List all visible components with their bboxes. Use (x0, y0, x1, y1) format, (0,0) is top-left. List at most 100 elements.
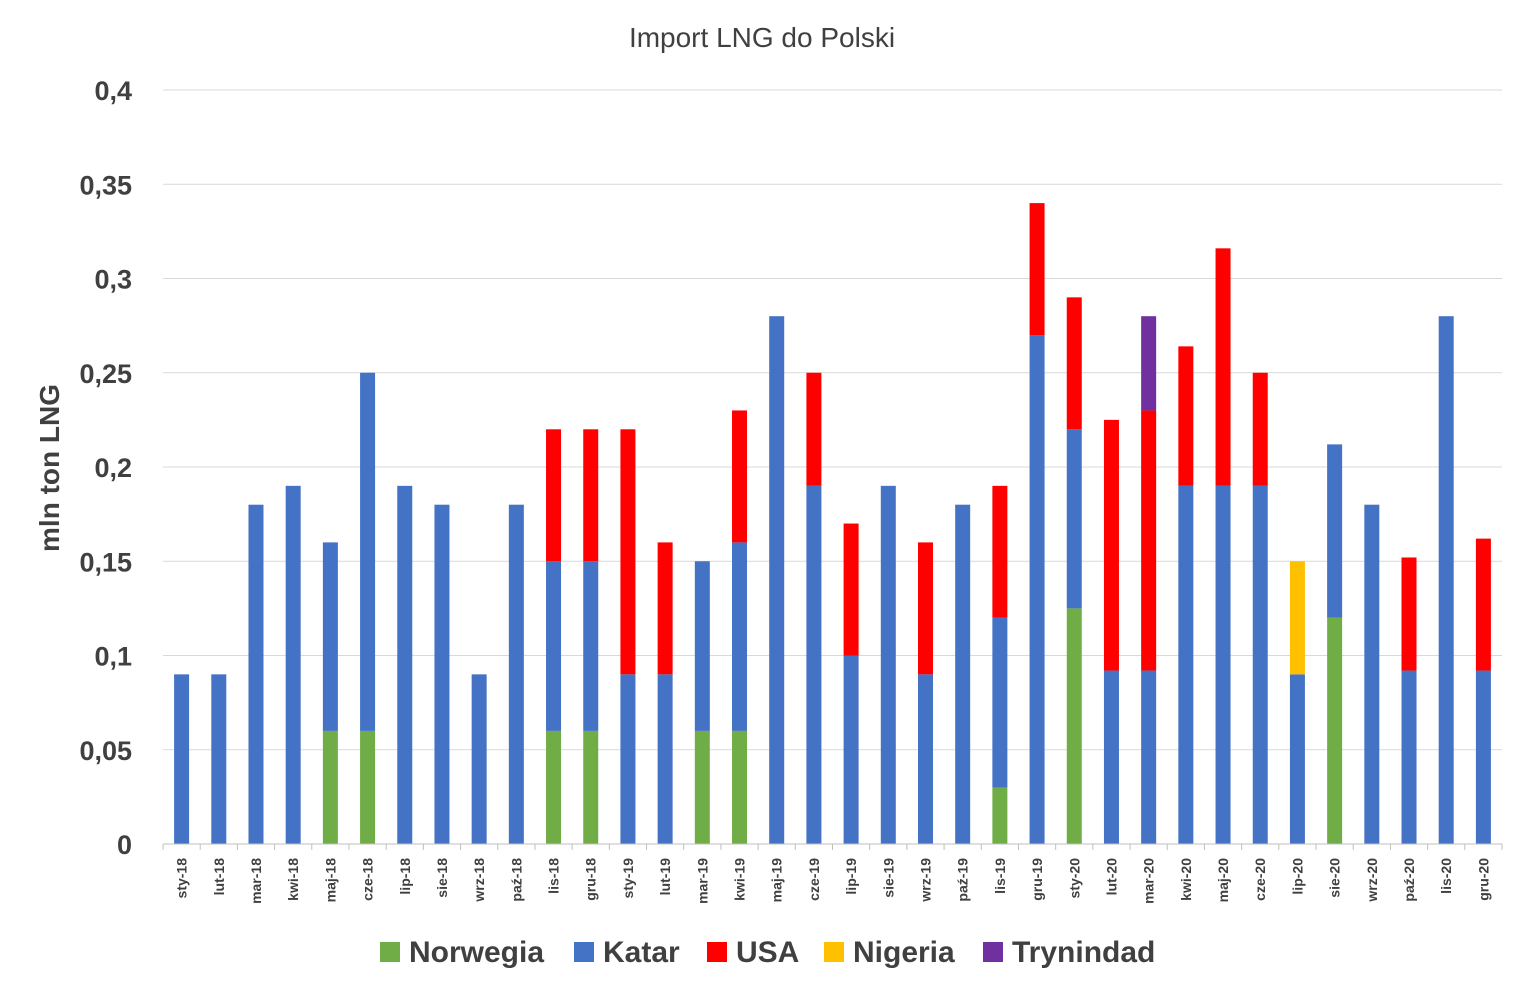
bar-segment (917, 674, 933, 844)
bar-segment (1289, 674, 1305, 844)
legend-label: Trynindad (1012, 936, 1155, 969)
bar-segment (1401, 557, 1417, 671)
bar-segment (1029, 335, 1045, 844)
bar-segment (694, 561, 710, 731)
bar-segment (1327, 617, 1343, 844)
x-tick-label: lut-19 (657, 858, 673, 896)
y-tick-label: 0,15 (79, 547, 132, 577)
y-tick-label: 0 (117, 830, 132, 860)
bar-segment (1289, 561, 1305, 675)
bar-segment (694, 730, 710, 844)
x-tick-label: lip-19 (843, 858, 859, 895)
x-tick-label: wrz-20 (1364, 858, 1380, 903)
bar-segment (1252, 485, 1268, 844)
bar-segment (880, 485, 896, 844)
y-tick-labels: 0 0,05 0,1 0,15 0,2 0,25 0,3 0,35 0,4 (79, 76, 132, 860)
bar-segment (806, 372, 822, 486)
x-tick-label: paź-19 (955, 858, 971, 902)
bar-segment (174, 674, 190, 844)
x-tick-label: paź-18 (508, 858, 524, 902)
bar-segment (732, 730, 748, 844)
legend-label: USA (736, 936, 799, 969)
bar-segment (360, 372, 376, 731)
bar-segment (620, 674, 636, 844)
y-tick-label: 0,3 (94, 265, 132, 295)
x-tick-label: mar-20 (1141, 858, 1157, 904)
y-tick-label: 0,1 (94, 642, 132, 672)
bar-segment (583, 730, 599, 844)
x-tick-label: mar-18 (248, 858, 264, 904)
bar-layer (174, 203, 1491, 844)
chart-title: Import LNG do Polski (629, 22, 895, 53)
bar-segment (360, 730, 376, 844)
bar-segment (620, 429, 636, 675)
bar-segment (546, 561, 562, 731)
legend-swatch (574, 942, 594, 962)
grid-layer (163, 89, 1502, 751)
y-tick-label: 0,35 (79, 170, 132, 200)
x-tick-label: cze-20 (1252, 858, 1268, 901)
bar-segment (546, 730, 562, 844)
y-tick-label: 0,25 (79, 359, 132, 389)
bar-segment (1327, 444, 1343, 618)
legend-label: Norwegia (409, 936, 544, 969)
x-tick-label: maj-20 (1215, 858, 1231, 903)
legend: Norwegia Katar USA Nigeria Trynindad (380, 936, 1155, 969)
x-tick-label: gru-18 (583, 858, 599, 901)
x-tick-label: paź-20 (1401, 858, 1417, 902)
bar-segment (1066, 429, 1082, 609)
bar-segment (1252, 372, 1268, 486)
x-tick-label: lip-20 (1289, 858, 1305, 895)
bar-segment (657, 542, 673, 675)
bar-segment (732, 410, 748, 543)
legend-label: Nigeria (853, 936, 955, 969)
x-tick-labels: sty-18 lut-18 mar-18 kwi-18 maj-18 cze-18 lip-… (162, 844, 1503, 904)
bar-segment (1103, 670, 1119, 844)
bar-segment (471, 674, 487, 844)
bar-segment (1141, 316, 1157, 411)
y-tick-label: 0,4 (94, 76, 132, 106)
bar-segment (992, 485, 1008, 618)
bar-segment (397, 485, 413, 844)
x-tick-label: sty-18 (174, 858, 190, 899)
bar-segment (1066, 297, 1082, 430)
bar-segment (1103, 419, 1119, 671)
x-tick-label: wrz-19 (917, 858, 933, 903)
x-tick-label: sty-20 (1066, 858, 1082, 899)
bar-segment (992, 617, 1008, 788)
bar-segment (1029, 203, 1045, 336)
bar-segment (1215, 485, 1231, 844)
x-tick-label: sty-19 (620, 858, 636, 899)
bar-segment (322, 730, 338, 844)
x-tick-label: lut-20 (1103, 858, 1119, 896)
bar-segment (285, 485, 301, 844)
bar-segment (843, 655, 859, 844)
bar-segment (583, 429, 599, 562)
bar-segment (1475, 538, 1491, 671)
bar-segment (211, 674, 227, 844)
x-tick-label: sie-20 (1327, 858, 1343, 898)
bar-segment (1475, 670, 1491, 844)
bar-segment (769, 316, 785, 844)
bar-segment (917, 542, 933, 675)
x-tick-label: gru-19 (1029, 858, 1045, 901)
x-tick-label: lis-20 (1438, 858, 1454, 894)
bar-segment (583, 561, 599, 731)
x-tick-label: cze-18 (360, 858, 376, 901)
x-tick-label: sie-19 (880, 858, 896, 898)
x-tick-label: cze-19 (806, 858, 822, 901)
bar-segment (322, 542, 338, 731)
bar-segment (843, 523, 859, 656)
x-tick-label: maj-18 (322, 858, 338, 903)
x-tick-label: kwi-18 (285, 858, 301, 901)
x-tick-label: kwi-19 (732, 858, 748, 901)
bar-segment (1364, 504, 1380, 844)
y-tick-label: 0,2 (94, 453, 132, 483)
bar-segment (1178, 346, 1194, 486)
bar-segment (1178, 485, 1194, 844)
bar-segment (1066, 608, 1082, 844)
bar-segment (1141, 410, 1157, 671)
bar-segment (1438, 316, 1454, 844)
bar-segment (1141, 670, 1157, 844)
x-tick-label: lut-18 (211, 858, 227, 896)
